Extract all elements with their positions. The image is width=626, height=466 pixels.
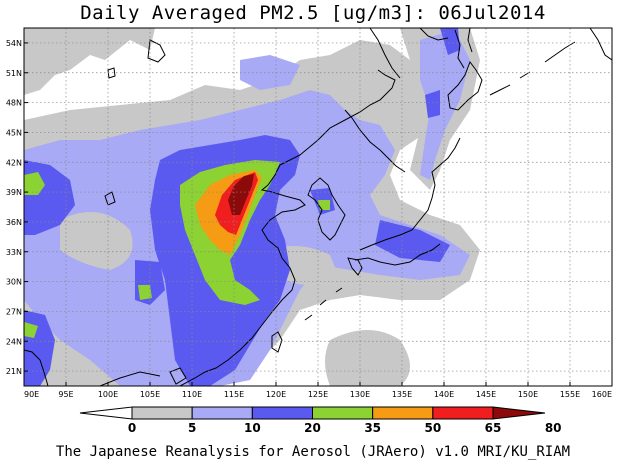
colorbar-label: 50: [424, 421, 441, 435]
lon-tick-label: 95E: [58, 390, 73, 399]
lon-tick-label: 105E: [140, 390, 160, 399]
gray-region-se: [325, 330, 410, 386]
lat-tick-label: 36N: [6, 218, 22, 227]
coastline-west-lake: [104, 191, 116, 206]
green-region-mid: [138, 285, 152, 300]
coastline-hainan: [169, 367, 187, 385]
footer-credit: The Japanese Reanalysis for Aerosol (JRA…: [55, 444, 571, 460]
green-region-west: [24, 172, 45, 195]
colorbar-segment: [312, 406, 374, 420]
lat-tick-label: 42N: [6, 158, 22, 167]
coastline-japan-sea-line: [344, 109, 406, 173]
colorbar-label: 65: [485, 421, 502, 435]
lon-tick-label: 130E: [350, 390, 370, 399]
colorbar: 0 5 10 20 35 50 65 80: [79, 406, 562, 435]
coastline-ryukyu: [304, 287, 343, 321]
blue-region-hokkaido: [425, 90, 440, 118]
colorbar-segment: [492, 406, 546, 420]
lat-tick-label: 24N: [6, 337, 22, 346]
coastline-kyushu: [347, 257, 363, 276]
lon-tick-label: 90E: [24, 390, 39, 399]
colorbar-label: 0: [128, 421, 136, 435]
colorbar-label: 80: [545, 421, 562, 435]
blue-region-japan-north: [440, 28, 460, 55]
colorbar-label: 20: [304, 421, 321, 435]
lon-tick-label: 120E: [266, 390, 286, 399]
coastline-russia-north: [369, 28, 449, 79]
green-region-southwest: [24, 322, 38, 338]
lat-tick-label: 48N: [6, 99, 22, 108]
coastline-sakhalin: [454, 28, 473, 69]
coastline-indochina: [24, 349, 161, 386]
coastline-taiwan: [271, 331, 283, 353]
coastline-japan-south: [354, 243, 441, 266]
lon-tick-label: 140E: [434, 390, 454, 399]
gray-hole-west: [60, 212, 133, 270]
colorbar-segment: [79, 406, 133, 420]
lat-tick-label: 27N: [6, 307, 22, 316]
lon-tick-label: 145E: [476, 390, 496, 399]
lavender-region-ne: [240, 55, 300, 90]
coastline-korea: [307, 177, 346, 241]
coastline-kamchatka: [589, 28, 612, 61]
coastline-hokkaido: [447, 60, 483, 111]
colorbar-segment: [191, 406, 253, 420]
lon-tick-label: 150E: [518, 390, 538, 399]
lon-tick-label: 125E: [308, 390, 328, 399]
lon-tick-label: 115E: [224, 390, 244, 399]
chart-title: Daily Averaged PM2.5 [ug/m3]: 06Jul2014: [80, 2, 546, 24]
tick-marks: [23, 42, 613, 386]
lon-tick-label: 135E: [392, 390, 412, 399]
green-region-korea: [318, 200, 330, 210]
lat-tick-label: 33N: [6, 248, 22, 257]
lon-tick-label: 100E: [98, 390, 118, 399]
lon-tick-label: 160E: [592, 390, 612, 399]
lat-tick-label: 54N: [6, 39, 22, 48]
blue-region-japan-sea: [375, 220, 450, 262]
lat-tick-label: 30N: [6, 278, 22, 287]
colorbar-label: 5: [188, 421, 196, 435]
darkred-region: [228, 174, 254, 215]
lat-tick-label: 51N: [6, 69, 22, 78]
lat-tick-label: 21N: [6, 367, 22, 376]
gray-region-north: [24, 28, 155, 95]
lon-tick-labels: 90E 95E 100E 105E 110E 115E 120E 125E 130E 135E 14…: [24, 390, 612, 399]
lat-tick-labels: 21N 24N 27N 30N 33N 36N 39N 42N 45N 48N 51N 54N: [6, 39, 22, 376]
lat-tick-label: 45N: [6, 128, 22, 137]
coastline-japan-honshu: [359, 137, 461, 251]
colorbar-segment: [251, 406, 313, 420]
lon-tick-label: 155E: [560, 390, 580, 399]
colorbar-segment: [372, 406, 434, 420]
colorbar-segment: [432, 406, 494, 420]
coastline-small-lake: [107, 67, 116, 79]
coastline-baikal: [147, 39, 166, 63]
lon-tick-label: 110E: [182, 390, 202, 399]
colorbar-label: 10: [244, 421, 261, 435]
pm25-shading: [24, 28, 480, 386]
lavender-region-japan: [420, 30, 470, 180]
colorbar-segment: [131, 406, 193, 420]
lat-tick-label: 39N: [6, 188, 22, 197]
colorbar-label: 35: [364, 421, 381, 435]
